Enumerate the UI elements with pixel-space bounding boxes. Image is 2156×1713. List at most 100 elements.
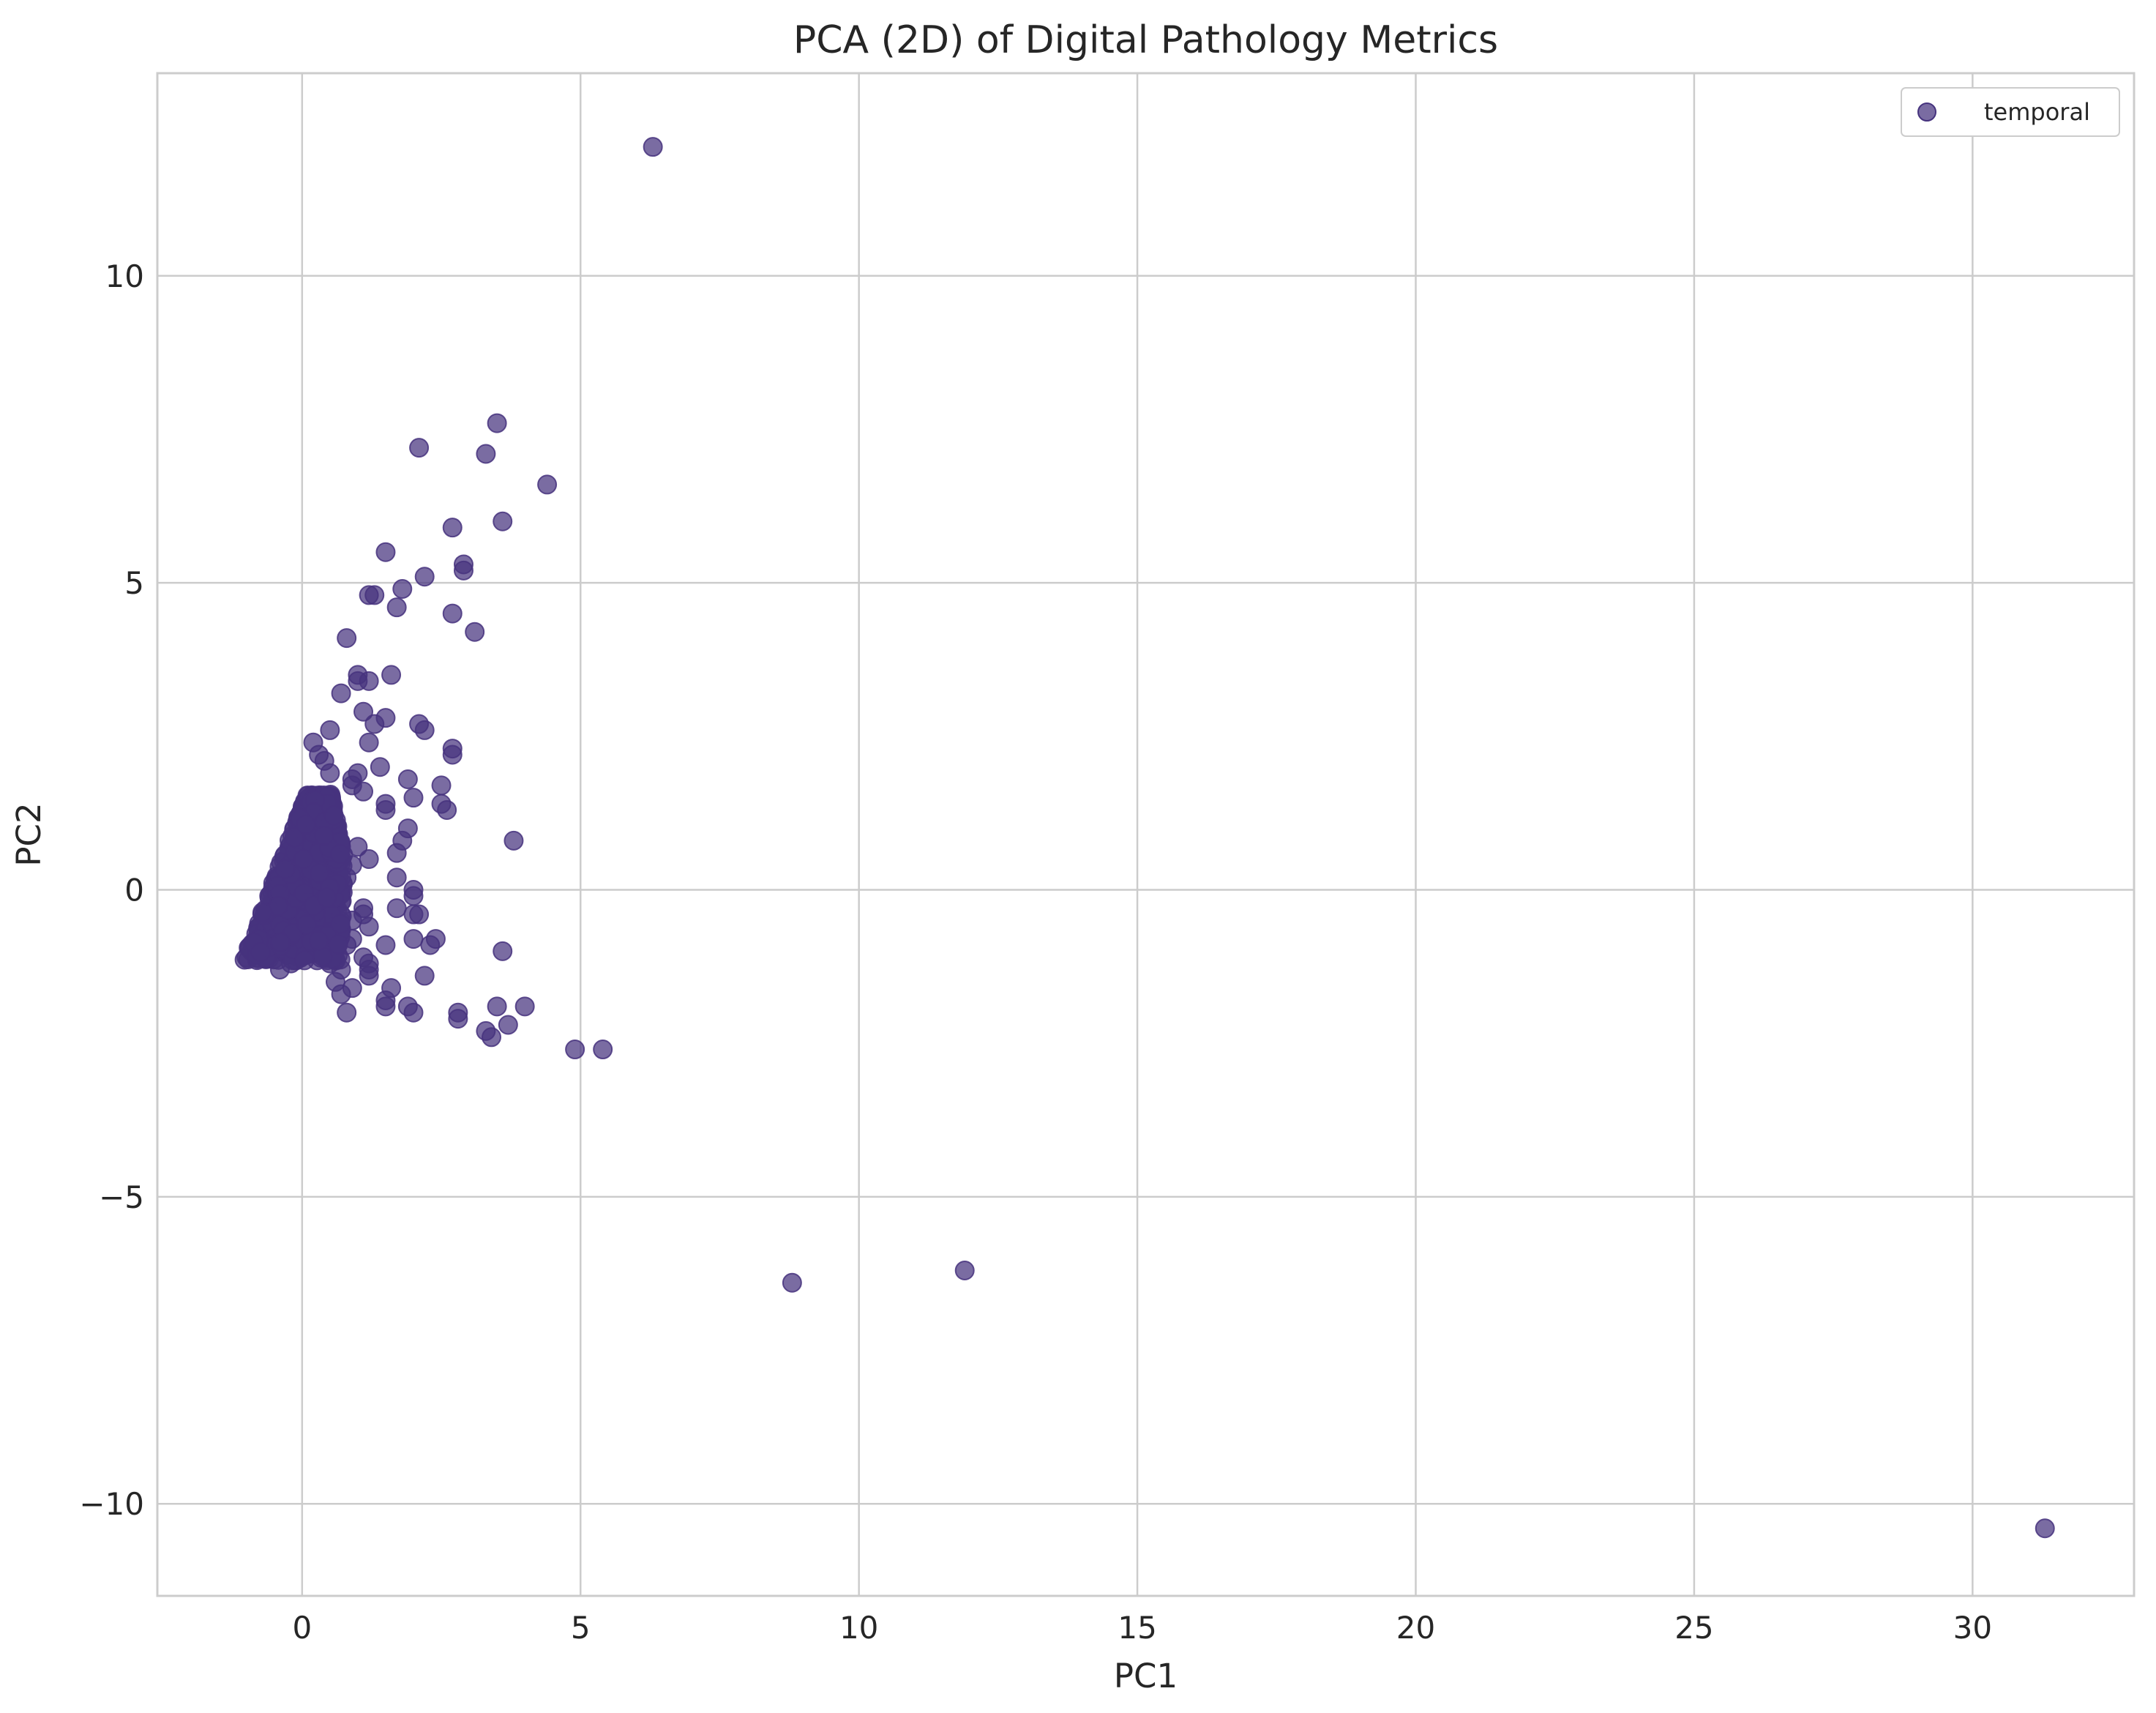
scatter-point xyxy=(504,830,524,851)
scatter-point xyxy=(493,511,513,531)
scatter-point xyxy=(364,585,385,605)
scatter-point xyxy=(331,984,351,1004)
scatter-point xyxy=(359,671,379,691)
scatter-point xyxy=(2035,1518,2055,1539)
legend-marker xyxy=(1917,102,1936,122)
legend-box xyxy=(1901,87,2120,137)
x-axis-ticks: 0 5 10 15 20 25 30 xyxy=(292,1610,1992,1646)
scatter-point xyxy=(353,781,374,802)
scatter-point xyxy=(442,744,463,765)
scatter-point xyxy=(275,859,296,879)
plot-area xyxy=(157,73,2134,1596)
scatter-point xyxy=(403,886,424,906)
scatter-point xyxy=(252,902,273,922)
scatter-point xyxy=(414,966,435,986)
scatter-point xyxy=(270,932,291,952)
plot-frame xyxy=(156,72,2136,1597)
scatter-point xyxy=(293,849,314,870)
scatter-point xyxy=(314,825,334,846)
scatter-point xyxy=(593,1040,613,1060)
scatter-point xyxy=(493,941,513,961)
scatter-point xyxy=(537,474,558,495)
scatter-point xyxy=(375,542,396,562)
scatter-point xyxy=(565,1040,585,1060)
x-tick-label: 15 xyxy=(1118,1610,1156,1646)
y-axis-label: PC2 xyxy=(10,802,48,866)
scatter-point xyxy=(312,947,333,967)
y-tick-label: 5 xyxy=(124,565,144,601)
scatter-point xyxy=(250,942,271,963)
scatter-point xyxy=(442,518,463,538)
scatter-point xyxy=(437,799,457,820)
scatter-point xyxy=(375,799,396,820)
scatter-point xyxy=(403,788,424,808)
scatter-point xyxy=(337,1002,357,1023)
scatter-point xyxy=(465,622,485,642)
scatter-point xyxy=(364,714,385,734)
scatter-point xyxy=(296,814,316,835)
scatter-point xyxy=(330,843,351,864)
scatter-point xyxy=(386,867,407,888)
scatter-point xyxy=(296,914,317,935)
x-tick-label: 5 xyxy=(571,1610,591,1646)
scatter-point xyxy=(370,757,390,777)
scatter-point xyxy=(414,720,435,740)
y-tick-label: −5 xyxy=(99,1179,144,1215)
scatter-point xyxy=(514,996,535,1017)
scatter-point xyxy=(476,444,496,464)
scatter-point xyxy=(442,603,463,624)
x-tick-label: 25 xyxy=(1674,1610,1713,1646)
scatter-point xyxy=(425,929,446,949)
scatter-point xyxy=(309,863,329,884)
scatter-point xyxy=(353,701,374,722)
x-tick-label: 30 xyxy=(1953,1610,1992,1646)
scatter-point xyxy=(331,683,351,704)
scatter-point xyxy=(375,996,396,1017)
scatter-point xyxy=(386,843,407,863)
y-tick-label: 10 xyxy=(105,258,144,294)
scatter-point xyxy=(414,567,435,587)
scatter-point xyxy=(397,769,418,790)
scatter-point xyxy=(453,560,474,581)
scatter-point xyxy=(309,930,329,951)
scatter-point xyxy=(337,628,357,649)
chart-title: PCA (2D) of Digital Pathology Metrics xyxy=(793,18,1498,62)
scatter-point xyxy=(386,597,407,618)
x-tick-label: 20 xyxy=(1396,1610,1435,1646)
legend-label: temporal xyxy=(1984,98,2090,126)
x-tick-label: 0 xyxy=(292,1610,312,1646)
scatter-point xyxy=(284,827,304,848)
legend: temporal xyxy=(1901,87,2120,137)
y-tick-label: 0 xyxy=(124,872,144,908)
scatter-point xyxy=(782,1272,802,1293)
scatter-point xyxy=(643,137,663,157)
scatter-point xyxy=(294,950,315,971)
grid xyxy=(157,73,2134,1596)
x-tick-label: 10 xyxy=(839,1610,878,1646)
scatter-point xyxy=(409,438,430,458)
scatter-point xyxy=(320,720,340,740)
scatter-point xyxy=(323,805,344,826)
scatter-point xyxy=(386,898,407,919)
scatter-point xyxy=(317,887,337,908)
scatter-point xyxy=(375,935,396,955)
scatter-point xyxy=(359,732,379,753)
scatter-point xyxy=(409,904,430,925)
y-axis-ticks: −10 −5 0 5 10 xyxy=(79,258,144,1522)
scatter-point xyxy=(487,413,507,433)
y-tick-label: −10 xyxy=(79,1486,144,1522)
data-points xyxy=(234,137,2055,1539)
scatter-point xyxy=(359,917,379,937)
scatter-point xyxy=(359,966,379,986)
scatter-point xyxy=(330,914,351,934)
scatter-point xyxy=(954,1260,975,1280)
scatter-point xyxy=(403,929,424,949)
scatter-point xyxy=(487,996,507,1017)
scatter-point xyxy=(328,934,348,955)
scatter-point xyxy=(381,665,402,685)
scatter-point xyxy=(403,1002,424,1023)
scatter-point xyxy=(498,1015,518,1035)
x-axis-label: PC1 xyxy=(1114,1657,1178,1695)
scatter-point xyxy=(431,775,452,796)
